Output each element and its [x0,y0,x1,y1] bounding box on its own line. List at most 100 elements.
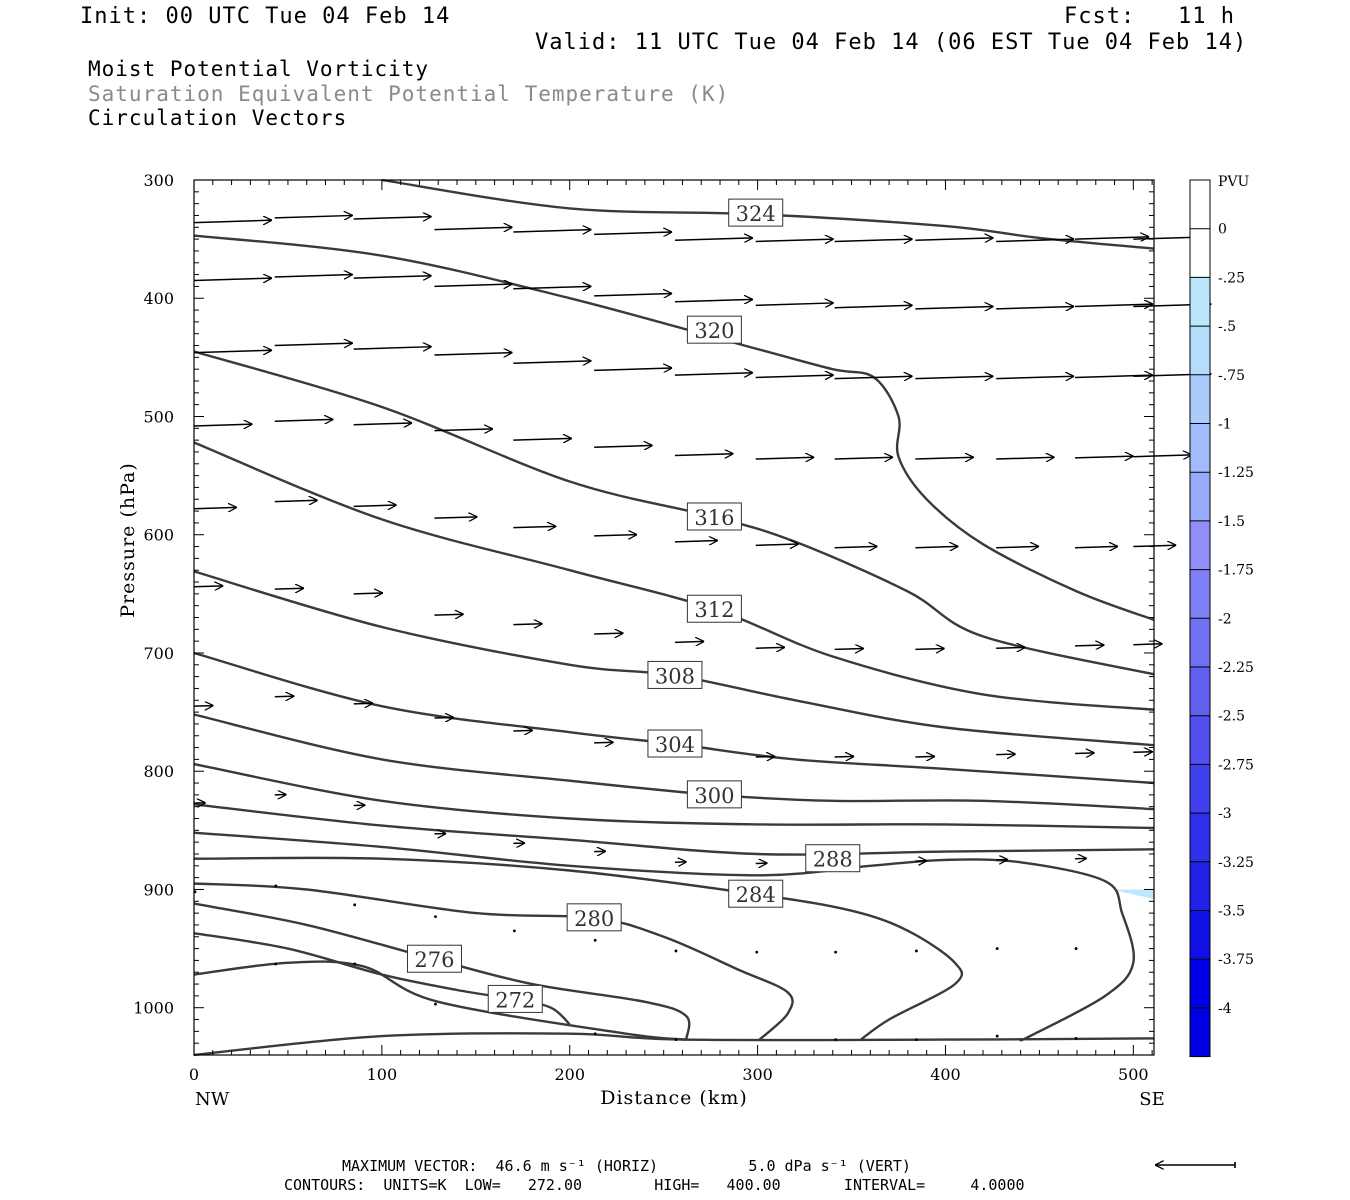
y-tick-label: 600 [143,526,174,545]
colorbar-label: -.75 [1218,368,1245,384]
colorbar-segment [1190,326,1210,375]
circulation-vector [1133,455,1192,457]
y-axis-label: Pressure (hPa) [117,462,139,618]
colorbar-label: 0 [1218,222,1227,238]
field-vectors-title: Circulation Vectors [88,106,348,130]
colorbar-segment [1190,861,1210,911]
colorbar-segment [1190,715,1210,765]
circulation-vector [1075,304,1153,306]
contour-label-box-288 [805,844,861,873]
circulation-vector [353,593,383,594]
circulation-vector [353,217,432,219]
contour-label-284: 284 [736,883,776,907]
contour-label-276: 276 [414,948,454,972]
circulation-vector [274,500,318,501]
contour-label-300: 300 [694,784,734,808]
contour-label-288: 288 [813,848,853,872]
circulation-vector [996,306,1074,308]
colorbar-label: -.5 [1218,319,1236,335]
contour-label-box-276 [406,944,462,973]
circulation-vector [834,756,855,757]
circulation-vector [434,284,512,286]
contour-line-268 [193,960,687,1041]
circulation-vector [513,286,591,288]
contour-label-box-316 [686,502,742,531]
ground-surface-line [193,1032,1155,1057]
circulation-vector [193,586,223,587]
contour-label-box-312 [686,594,742,623]
circulation-vector [834,649,864,650]
x-end-label-se: SE [1139,1089,1164,1110]
circulation-vector [674,541,718,542]
circulation-vector [1075,546,1118,547]
circulation-vector [996,239,1074,241]
vector-dot [353,903,357,907]
circulation-vector [274,696,295,697]
circulation-vector [674,373,753,375]
vector-dot [274,962,278,966]
circulation-vector [1075,237,1149,239]
circulation-vector [755,544,799,545]
contour-label-316: 316 [694,506,734,530]
contour-line-296 [193,762,1155,830]
y-tick-label: 1000 [133,999,174,1018]
circulation-vector [353,423,413,425]
circulation-vector [996,457,1055,459]
circulation-vector [193,350,272,352]
circulation-vector [755,239,834,241]
colorbar-segment [1190,472,1210,521]
circulation-vector [755,647,785,648]
colorbar-segment [1190,228,1210,278]
circulation-vector [674,454,734,456]
colorbar-label: -1.75 [1218,563,1254,579]
circulation-vector [594,445,653,447]
circulation-vector [193,220,272,222]
circulation-vector [513,438,572,440]
contour-line-300 [193,713,1155,811]
circulation-vector [834,546,878,547]
x-tick-label: 100 [367,1065,398,1084]
colorbar-label: -1.5 [1218,514,1245,530]
colorbar-segment [1190,374,1210,424]
contour-label-272: 272 [495,988,535,1012]
circulation-vector [193,424,253,426]
x-tick-label: 300 [742,1065,773,1084]
colorbar-segment [1190,569,1210,619]
circulation-vector [834,376,913,378]
circulation-vector [915,546,958,547]
vector-dot [995,947,999,950]
circulation-vector [1075,456,1134,458]
vector-dot [593,1032,597,1036]
contour-line-284 [193,856,964,1041]
max-vector-note: MAXIMUM VECTOR: 46.6 m s⁻¹ (HORIZ) 5.0 d… [342,1157,911,1175]
vector-dot [353,962,357,966]
circulation-vector [353,276,432,278]
circulation-vector [513,230,591,232]
circulation-vector [594,633,623,634]
y-tick-label: 800 [143,762,174,781]
valid-time: Valid: 11 UTC Tue 04 Feb 14 (06 EST Tue … [535,30,1248,55]
vector-dot [1074,1037,1078,1040]
x-axis-label: Distance (km) [600,1087,748,1109]
circulation-vector [353,347,432,349]
colorbar-segment [1190,764,1210,814]
contour-label-box-324 [728,198,784,227]
contour-line-288 [193,831,1136,1042]
plot-frame [193,179,1155,1056]
vector-dot [834,950,838,954]
vector-dot [834,1038,838,1042]
circulation-vector [1133,237,1199,239]
vector-dot [1074,947,1078,950]
circulation-vector [996,376,1074,378]
contour-line-280 [193,882,794,1041]
y-tick-label: 900 [143,880,174,899]
circulation-vector [996,754,1016,755]
vector-dot [674,1038,678,1042]
circulation-vector [996,546,1039,547]
circulation-vector [594,293,672,295]
circulation-vector [434,227,512,229]
circulation-vector [755,457,815,459]
contour-line-320 [193,234,1155,622]
circulation-vector [594,742,614,743]
